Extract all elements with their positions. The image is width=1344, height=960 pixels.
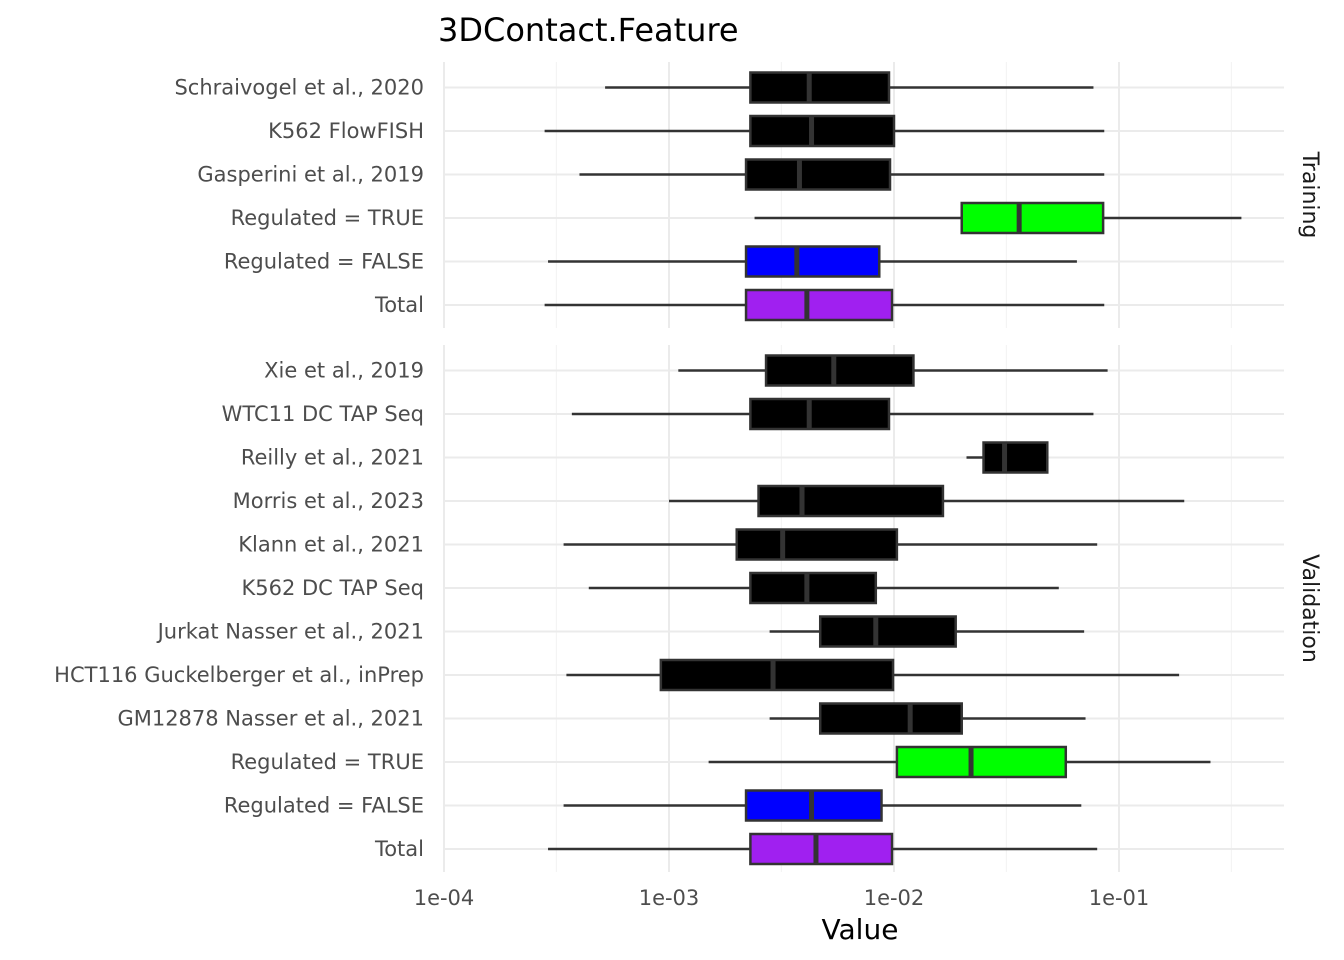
box [757,484,945,518]
y-tick-label: Regulated = TRUE [231,206,424,230]
x-axis-title: Value [822,913,899,946]
y-tick-label: Morris et al., 2023 [233,489,424,513]
marks-layer [544,71,1242,866]
y-tick-label: Schraivogel et al., 2020 [174,76,424,100]
box [749,397,891,431]
x-tick-label: 1e-01 [1089,886,1150,910]
box [744,158,892,191]
facet-strips: Training Validation [1297,151,1322,663]
box [982,441,1049,474]
y-tick-label: K562 FlowFISH [268,119,424,143]
x-tick-label: 1e-02 [864,886,925,910]
box [764,354,915,387]
box [818,615,957,648]
y-tick-label: Reilly et al., 2021 [241,446,424,470]
y-tick-label: Gasperini et al., 2019 [197,163,424,187]
y-tick-label: Jurkat Nasser et al., 2021 [156,620,424,644]
x-tick-label: 1e-04 [414,886,475,910]
y-tick-label: Xie et al., 2019 [264,359,424,383]
box [818,702,963,735]
y-tick-label: Regulated = FALSE [224,794,424,818]
y-tick-label: Total [374,293,424,317]
box [749,71,891,104]
y-axis-labels: Schraivogel et al., 2020 K562 FlowFISH Gas… [54,76,424,862]
y-tick-label: Regulated = FALSE [224,250,424,274]
y-tick-label: Regulated = TRUE [231,750,424,774]
box [735,528,899,561]
facet-strip-label: Validation [1297,554,1322,663]
y-tick-label: K562 DC TAP Seq [241,576,424,600]
x-axis: 1e-04 1e-03 1e-02 1e-01 [414,886,1150,910]
box [895,745,1068,779]
box [659,658,895,692]
y-tick-label: HCT116 Guckelberger et al., inPrep [54,663,424,687]
box [744,245,881,278]
box [749,114,896,148]
y-tick-label: GM12878 Nasser et al., 2021 [117,707,424,731]
y-tick-label: WTC11 DC TAP Seq [222,402,424,426]
box [960,201,1105,235]
y-tick-label: Total [374,837,424,861]
box [744,288,894,322]
box [749,571,878,605]
chart-title: 3DContact.Feature [438,11,739,49]
y-tick-label: Klann et al., 2021 [238,533,424,557]
facet-strip-label: Training [1297,151,1322,239]
box [749,832,894,866]
x-tick-label: 1e-03 [639,886,700,910]
